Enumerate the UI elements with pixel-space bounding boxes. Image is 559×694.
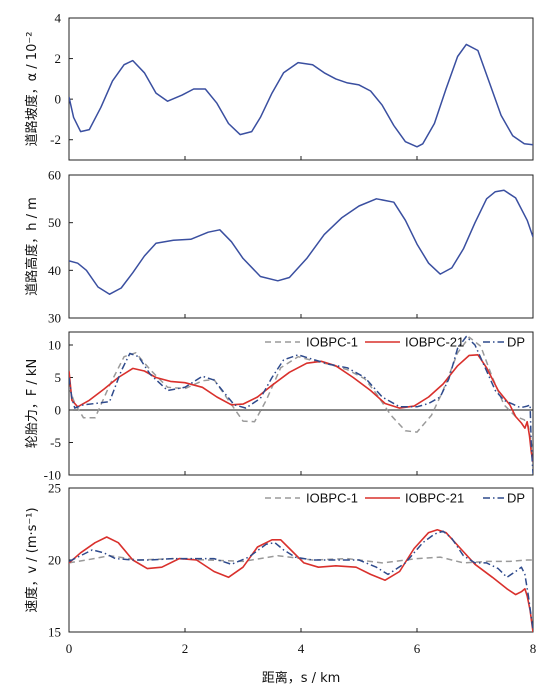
panel-4: 25 20 15 0 2 4 6 8 速度，v / (m·s⁻¹) IOBPC-1 IOBPC-21… (24, 481, 536, 657)
y-tick-label: 60 (48, 168, 61, 183)
y-axis-label: 道路高度，h / m (24, 197, 40, 296)
series-line-iobpc-21 (69, 528, 533, 632)
legend: IOBPC-1 IOBPC-21 DP (265, 491, 525, 506)
y-axis-label: 道路坡度，α / 10⁻² (24, 32, 40, 147)
panel-2: 60 50 40 30 道路高度，h / m (24, 168, 534, 326)
series-line-main (69, 43, 533, 148)
panel-3: 10 5 0 -5 -10 轮胎力，F / kN IOBPC-1 IOBPC-21 DP (25, 331, 534, 483)
y-tick-label: 30 (48, 311, 61, 326)
x-tick-label: 0 (66, 641, 73, 656)
series-line-main (69, 189, 533, 295)
series-line-iobpc-1 (69, 336, 533, 453)
series-line-dp (69, 335, 533, 474)
legend: IOBPC-1 IOBPC-21 DP (265, 335, 525, 350)
y-axis-label: 速度，v / (m·s⁻¹) (24, 507, 40, 612)
series-line-iobpc-21 (69, 353, 533, 463)
y-tick-label: 5 (55, 370, 62, 385)
y-tick-label: 20 (48, 553, 61, 568)
legend-label: IOBPC-21 (405, 491, 464, 506)
plot-frame (68, 331, 534, 476)
y-tick-label: 25 (48, 481, 61, 496)
y-tick-label: 0 (55, 403, 62, 418)
y-tick-label: 4 (55, 11, 62, 26)
legend-label: IOBPC-1 (306, 491, 358, 506)
plot-frame (68, 17, 534, 161)
y-axis-label: 轮胎力，F / kN (25, 359, 40, 448)
y-tick-label: -10 (44, 468, 61, 483)
y-tick-label: 50 (48, 215, 61, 230)
plot-frame (68, 174, 534, 319)
y-tick-label: 2 (55, 51, 62, 66)
y-tick-label: 40 (48, 263, 61, 278)
y-tick-label: -5 (50, 435, 61, 450)
legend-label: IOBPC-21 (405, 335, 464, 350)
panel-1: 4 2 0 -2 道路坡度，α / 10⁻² (24, 11, 534, 161)
y-tick-label: -2 (50, 132, 61, 147)
series-line-dp (69, 530, 533, 630)
x-tick-label: 6 (414, 641, 421, 656)
legend-label: DP (507, 335, 525, 350)
y-tick-label: 10 (48, 338, 61, 353)
x-tick-label: 2 (182, 641, 189, 656)
legend-label: DP (507, 491, 525, 506)
y-tick-label: 15 (48, 625, 61, 640)
x-axis-label: 距离，s / km (262, 670, 341, 686)
x-tick-label: 8 (530, 641, 537, 656)
x-tick-label: 4 (298, 641, 305, 656)
y-tick-label: 0 (55, 92, 62, 107)
legend-label: IOBPC-1 (306, 335, 358, 350)
